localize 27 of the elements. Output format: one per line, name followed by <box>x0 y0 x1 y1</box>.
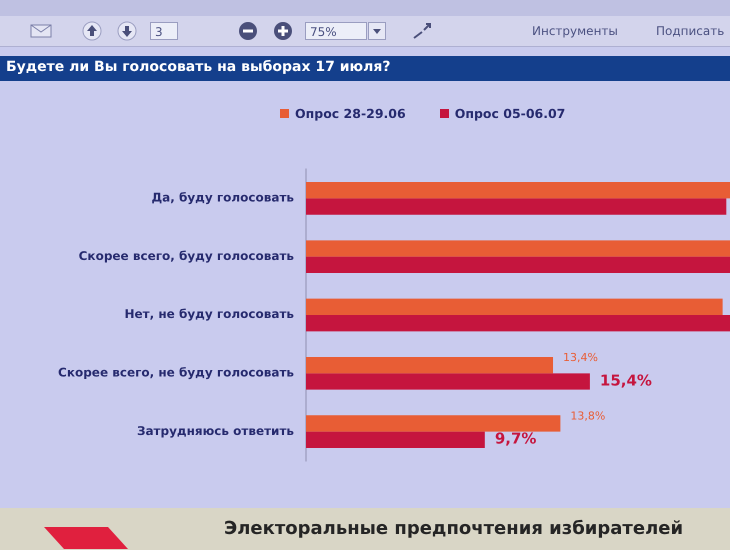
y-tick-label: Затрудняюсь ответить <box>136 424 294 438</box>
bar <box>306 198 726 215</box>
data-label: 13,4% <box>563 351 598 364</box>
text: Электоральные предпочтения избирателей <box>224 518 684 539</box>
legend-label: Опрос 05-06.07 <box>454 106 566 121</box>
bar <box>306 432 485 448</box>
data-label: 15,4% <box>600 371 652 390</box>
chart-title: Будете ли Вы голосовать на выборах 17 июля? <box>6 59 391 75</box>
data-label: 13,8% <box>570 409 606 422</box>
bar <box>306 373 590 390</box>
data-label: 9,7% <box>494 430 536 448</box>
bar <box>306 415 560 432</box>
bar <box>306 240 730 257</box>
y-tick-label: Скорее всего, буду голосовать <box>78 248 294 263</box>
bar <box>306 298 723 315</box>
bar <box>306 256 730 274</box>
text: Подписать <box>656 24 724 38</box>
bar <box>306 182 730 198</box>
y-tick-label: Да, буду голосовать <box>151 190 294 204</box>
text: Инструменты <box>532 24 618 38</box>
bar <box>306 356 554 374</box>
y-tick-label: Нет, не буду голосовать <box>124 307 294 322</box>
y-tick-label: Скорее всего, не буду голосовать <box>58 365 294 380</box>
page-number-field: 3 <box>150 22 178 40</box>
bar <box>306 315 730 332</box>
zoom-field: 75% <box>305 22 367 40</box>
legend-label: Опрос 28-29.06 <box>295 106 406 121</box>
